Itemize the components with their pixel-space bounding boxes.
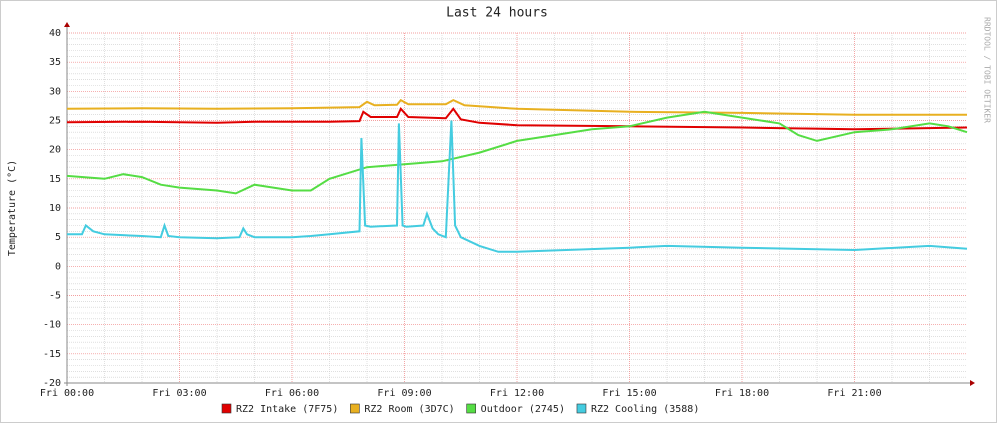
legend-label: Outdoor (2745) xyxy=(481,404,565,415)
series-line xyxy=(66,107,968,131)
y-tick-label: 25 xyxy=(49,116,61,127)
axis-arrow xyxy=(970,380,975,386)
y-tick-label: 15 xyxy=(49,174,61,185)
series-line xyxy=(67,120,968,253)
x-tick-label: Fri 09:00 xyxy=(377,388,431,399)
y-tick-label: -20 xyxy=(43,378,61,389)
y-tick-label: -10 xyxy=(43,320,61,331)
y-tick-label: -5 xyxy=(49,291,61,302)
y-tick-label: 10 xyxy=(49,203,61,214)
y-axis-label: Temperature (°C) xyxy=(7,160,18,256)
y-tick-label: 0 xyxy=(55,261,61,272)
watermark: RRDTOOL / TOBI OETIKER xyxy=(983,17,992,123)
y-tick-label: 20 xyxy=(49,145,61,156)
legend-swatch xyxy=(576,403,587,414)
legend-label: RZ2 Intake (7F75) xyxy=(236,404,338,415)
y-tick-label: 5 xyxy=(55,232,61,243)
y-tick-label: -15 xyxy=(43,349,61,360)
y-tick-label: 30 xyxy=(49,86,61,97)
x-tick-label: Fri 06:00 xyxy=(265,388,319,399)
legend-swatch xyxy=(221,403,232,414)
x-tick-label: Fri 03:00 xyxy=(152,388,206,399)
y-tick-label: 35 xyxy=(49,57,61,68)
x-tick-label: Fri 12:00 xyxy=(490,388,544,399)
x-tick-label: Fri 21:00 xyxy=(827,388,881,399)
axis-arrow xyxy=(64,22,70,27)
series-line xyxy=(66,98,967,116)
x-tick-label: Fri 00:00 xyxy=(40,388,94,399)
legend-label: RZ2 Room (3D7C) xyxy=(364,404,454,415)
chart-title: Last 24 hours xyxy=(446,6,548,21)
legend-swatch xyxy=(466,403,476,414)
series-line xyxy=(66,110,968,195)
y-tick-label: 40 xyxy=(49,28,61,39)
legend-label: RZ2 Cooling (3588) xyxy=(591,404,699,415)
x-tick-label: Fri 15:00 xyxy=(602,388,656,399)
legend-swatch xyxy=(350,403,360,414)
x-tick-label: Fri 18:00 xyxy=(715,388,769,399)
